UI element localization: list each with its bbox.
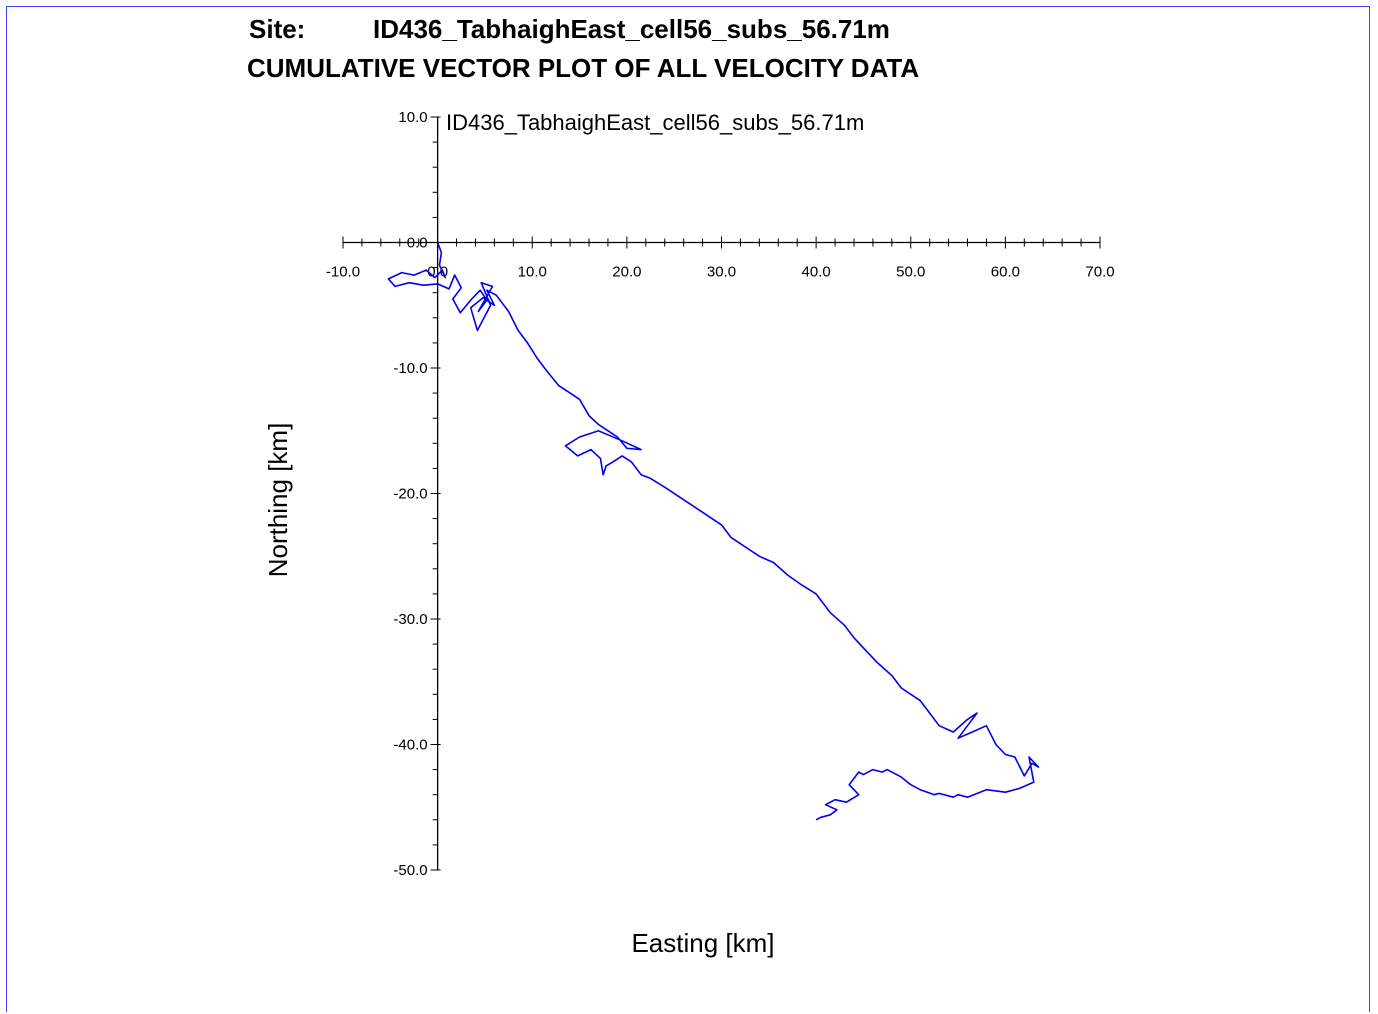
series-layer	[387, 242, 1040, 821]
x-tick-label: 60.0	[991, 264, 1020, 281]
x-tick-label: 50.0	[896, 264, 925, 281]
x-tick-label: 10.0	[518, 264, 547, 281]
cumulative-track-line	[387, 242, 1040, 821]
axes: -10.0 0.0 10.0 20.0 30.0 40.0 50.0 60.0 70.0 10.0…	[326, 109, 1115, 879]
site-label: Site:	[249, 14, 306, 44]
y-tick-label: 0.0	[407, 235, 428, 252]
y-tick-label: 10.0	[398, 109, 427, 126]
plot-title: CUMULATIVE VECTOR PLOT OF ALL VELOCITY D…	[247, 53, 920, 83]
y-tick-label: -10.0	[393, 360, 427, 377]
y-axis-label: Northing [km]	[263, 423, 293, 578]
y-tick-label: -20.0	[393, 486, 427, 503]
x-tick-label: -10.0	[326, 264, 360, 281]
y-tick-label: -50.0	[393, 862, 427, 879]
x-tick-label: 20.0	[612, 264, 641, 281]
site-name: ID436_TabhaighEast_cell56_subs_56.71m	[373, 14, 890, 44]
x-tick-label: 40.0	[802, 264, 831, 281]
x-tick-label: 70.0	[1085, 264, 1114, 281]
y-tick-label: -40.0	[393, 737, 427, 754]
x-axis-label: Easting [km]	[631, 928, 774, 958]
y-tick-label: -30.0	[393, 611, 427, 628]
page-frame	[6, 6, 1370, 1012]
x-tick-label: 30.0	[707, 264, 736, 281]
chart-title: ID436_TabhaighEast_cell56_subs_56.71m	[446, 110, 864, 135]
